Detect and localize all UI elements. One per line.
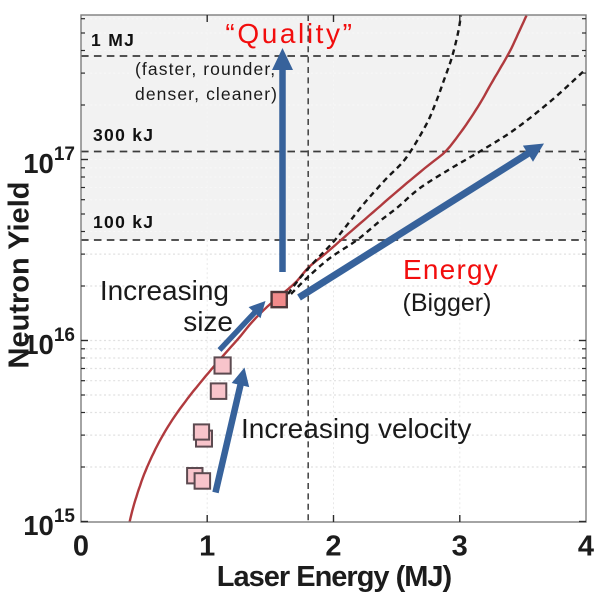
svg-text:denser, cleaner): denser, cleaner) (135, 84, 278, 104)
svg-text:“Quality”: “Quality” (225, 18, 354, 49)
svg-text:Neutron Yield: Neutron Yield (4, 182, 36, 369)
svg-text:1: 1 (199, 531, 215, 563)
svg-text:3: 3 (452, 531, 468, 563)
svg-text:Energy: Energy (403, 254, 499, 285)
svg-text:Laser Energy (MJ): Laser Energy (MJ) (217, 561, 452, 593)
svg-text:Increasing velocity: Increasing velocity (241, 413, 471, 444)
svg-text:2: 2 (325, 531, 341, 563)
svg-text:(Bigger): (Bigger) (403, 289, 492, 317)
svg-text:Increasing: Increasing (100, 275, 229, 306)
svg-text:0: 0 (73, 531, 89, 563)
svg-text:size: size (183, 306, 233, 337)
svg-text:4: 4 (578, 531, 594, 563)
svg-text:100 kJ: 100 kJ (93, 212, 154, 232)
svg-text:300 kJ: 300 kJ (93, 125, 154, 145)
svg-text:1 MJ: 1 MJ (91, 30, 135, 50)
svg-text:1016: 1016 (23, 325, 75, 360)
svg-text:(faster, rounder,: (faster, rounder, (135, 59, 276, 79)
